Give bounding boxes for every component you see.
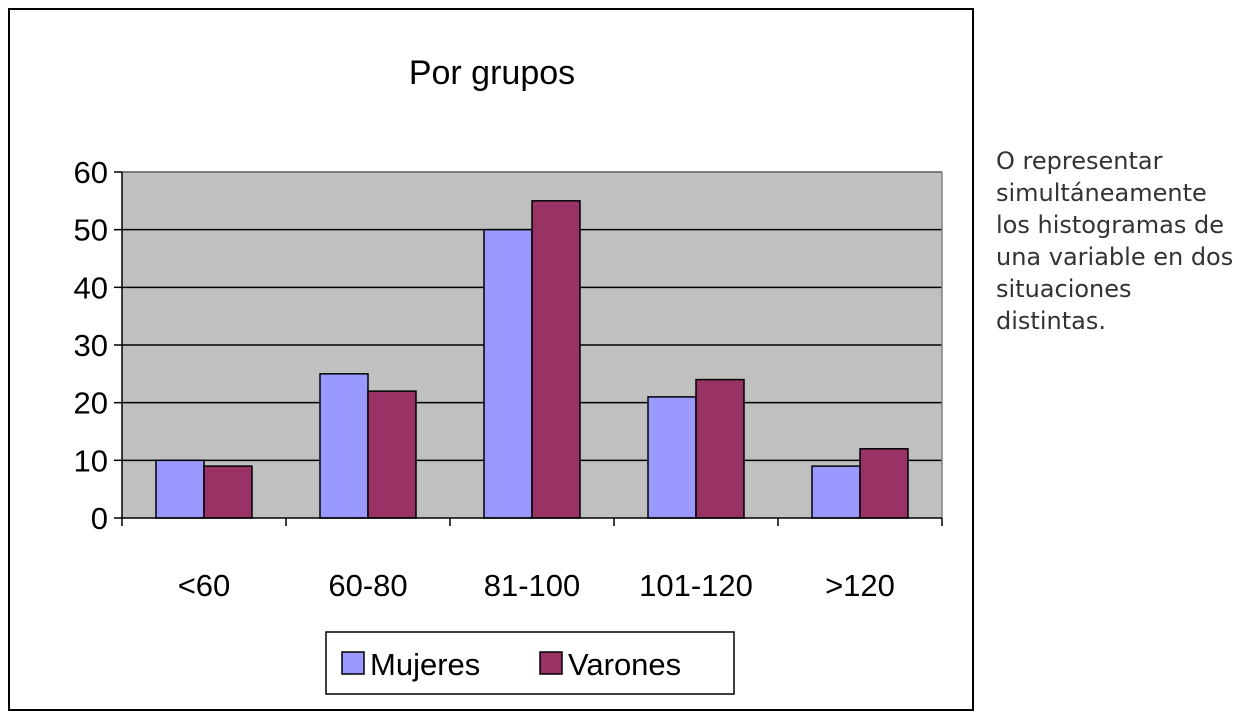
chart-frame: Por grupos 0 10 20 30 40 50 60 <60 60-80 81-100 10… — [8, 8, 974, 711]
legend-label-mujeres: Mujeres — [370, 647, 480, 682]
bar-mujeres-2 — [483, 228, 533, 519]
legend-swatch-varones — [539, 651, 563, 675]
bar-varones-1 — [367, 390, 417, 519]
x-tick-label: 101-120 — [639, 568, 753, 603]
legend-label-varones: Varones — [568, 647, 681, 682]
bars — [155, 200, 909, 519]
y-tick-label: 30 — [74, 328, 108, 363]
legend-swatch-mujeres — [341, 651, 365, 675]
side-caption: O representar simultáneamente los histog… — [996, 147, 1234, 335]
bar-varones-2 — [531, 200, 581, 519]
y-tick-label: 20 — [74, 386, 108, 421]
bar-mujeres-1 — [319, 373, 369, 519]
bar-varones-0 — [203, 465, 253, 519]
axes: 0 10 20 30 40 50 60 <60 60-80 81-100 101-120 >120 — [74, 155, 943, 603]
x-tick-label: 81-100 — [484, 568, 581, 603]
chart-title: Por grupos — [409, 54, 575, 92]
bar-varones-3 — [695, 378, 745, 519]
bar-mujeres-0 — [155, 459, 205, 519]
legend: Mujeres Varones — [325, 631, 735, 695]
y-tick-label: 10 — [74, 443, 108, 478]
y-tick-label: 0 — [91, 501, 108, 536]
y-tick-label: 50 — [74, 213, 108, 248]
x-tick-label: <60 — [178, 568, 231, 603]
legend-box — [325, 631, 735, 695]
bar-mujeres-3 — [647, 396, 697, 519]
y-tick-label: 60 — [74, 155, 108, 190]
bar-mujeres-4 — [811, 465, 861, 519]
bar-varones-4 — [859, 448, 909, 519]
x-tick-label: 60-80 — [328, 568, 407, 603]
x-tick-label: >120 — [825, 568, 895, 603]
y-tick-label: 40 — [74, 270, 108, 305]
bar-chart: Por grupos 0 10 20 30 40 50 60 <60 60-80 81-100 10… — [74, 54, 943, 695]
